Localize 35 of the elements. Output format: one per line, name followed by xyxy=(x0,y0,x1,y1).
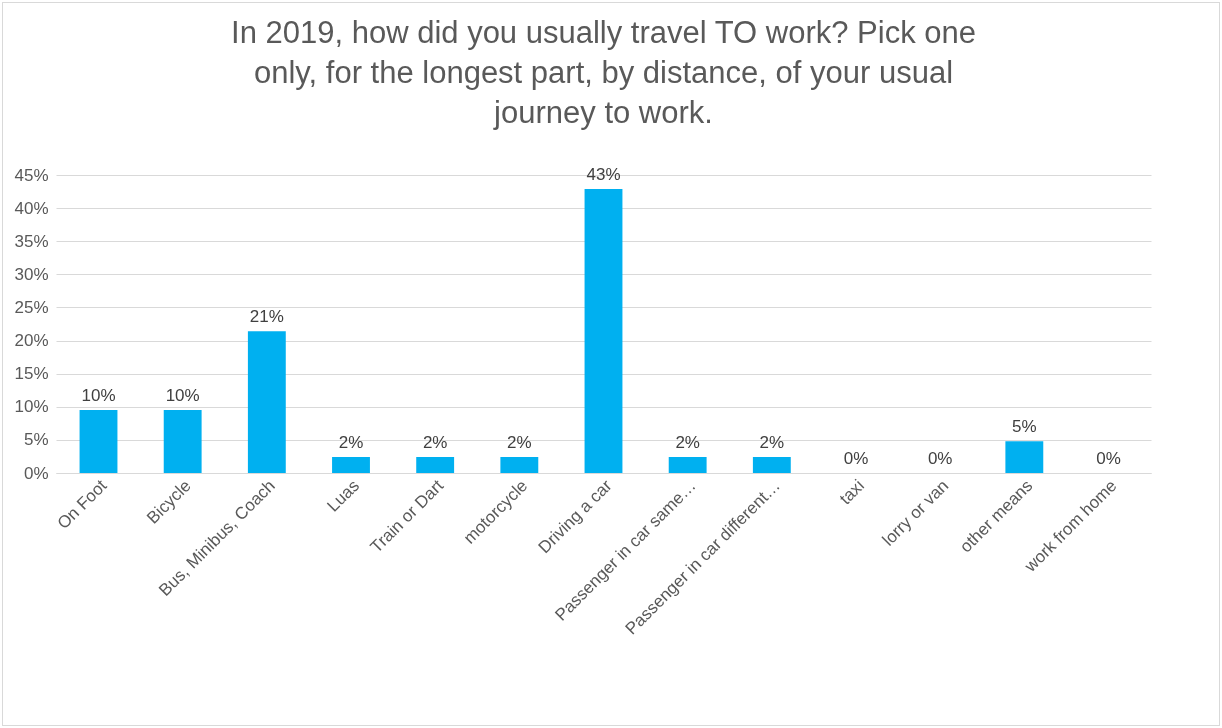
data-label: 5% xyxy=(1012,417,1037,437)
bar xyxy=(247,331,286,473)
y-tick-label: 20% xyxy=(14,331,49,351)
y-tick-label: 25% xyxy=(14,297,49,317)
bar xyxy=(500,457,539,473)
x-tick-label: taxi xyxy=(835,476,869,509)
bar xyxy=(163,410,202,473)
y-tick-label: 30% xyxy=(14,264,49,284)
data-label: 2% xyxy=(422,433,448,453)
chart-title: In 2019, how did you usually travel TO work? Pick one only, for the longest part, by distance, of your usual journey to work. xyxy=(231,14,976,130)
y-tick-label: 35% xyxy=(14,231,49,251)
y-tick-label: 0% xyxy=(23,463,49,483)
bar xyxy=(752,457,791,473)
data-label: 2% xyxy=(675,433,700,453)
y-tick-label: 10% xyxy=(14,397,49,417)
bar xyxy=(584,188,623,473)
y-tick-label: 45% xyxy=(14,165,49,185)
y-tick-label: 5% xyxy=(23,430,49,450)
data-label: 21% xyxy=(249,307,284,327)
bar xyxy=(332,457,370,473)
data-label: 0% xyxy=(843,449,869,468)
data-label: 0% xyxy=(1096,449,1121,468)
bar xyxy=(416,457,455,473)
data-label: 10% xyxy=(165,386,200,406)
bar xyxy=(79,410,118,473)
data-label: 0% xyxy=(927,449,953,468)
bar xyxy=(668,457,707,473)
data-label: 2% xyxy=(759,433,785,453)
data-label: 10% xyxy=(81,386,116,406)
bar xyxy=(1005,441,1044,473)
y-tick-label: 40% xyxy=(14,198,49,218)
data-label: 2% xyxy=(507,433,532,453)
y-tick-label: 15% xyxy=(14,364,49,384)
data-label: 43% xyxy=(586,164,621,184)
data-label: 2% xyxy=(338,433,364,453)
